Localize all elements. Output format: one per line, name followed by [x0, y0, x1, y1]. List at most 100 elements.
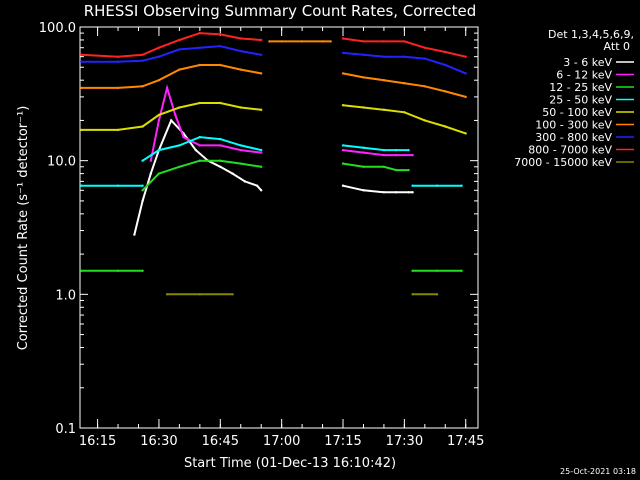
data-point: [395, 168, 398, 172]
x-tick-label: 17:00: [263, 434, 300, 449]
data-point: [444, 125, 447, 128]
data-point: [403, 55, 406, 58]
data-point: [80, 86, 83, 90]
legend-label: 800 - 7000 keV: [528, 144, 612, 157]
data-point: [141, 53, 144, 56]
series-line: [81, 102, 262, 131]
data-point: [174, 113, 177, 117]
series-line: [142, 136, 262, 162]
plot-frame: [79, 26, 479, 429]
data-point: [260, 148, 263, 152]
x-tick-label: 16:45: [202, 434, 239, 449]
data-point: [255, 184, 259, 187]
data-point: [403, 111, 406, 114]
data-point: [141, 125, 144, 128]
x-tick-label: 16:15: [79, 434, 116, 449]
data-point: [460, 184, 463, 187]
data-point: [165, 86, 169, 90]
x-tick-label: 17:45: [447, 434, 484, 449]
data-point: [464, 72, 467, 75]
data-point: [423, 57, 426, 60]
data-point: [198, 46, 201, 49]
legend-label: 7000 - 15000 keV: [514, 156, 612, 169]
data-point: [231, 172, 234, 175]
data-point: [411, 269, 414, 272]
data-point: [300, 40, 304, 43]
data-point: [165, 293, 169, 296]
data-point: [341, 72, 345, 75]
data-point: [382, 191, 386, 194]
series-line: [81, 45, 262, 63]
data-point: [219, 44, 222, 48]
data-point: [341, 148, 345, 152]
series-line: [342, 72, 466, 98]
data-point: [382, 153, 386, 157]
data-point: [411, 191, 414, 194]
series-line: [141, 159, 262, 191]
plot-axes: 0.1 1.0 10.0 100.0 16:15 16:30 16:45 17:00 17:15…: [39, 21, 485, 449]
series-line: [342, 162, 409, 172]
data-point: [141, 184, 144, 187]
data-point: [198, 101, 201, 105]
data-point: [460, 269, 463, 272]
series-line: [342, 144, 409, 152]
data-point: [341, 184, 345, 187]
data-point: [157, 148, 161, 152]
data-point: [444, 63, 447, 67]
data-point: [219, 101, 222, 105]
data-point: [243, 180, 246, 183]
legend-label: 3 - 6 keV: [563, 56, 612, 69]
series-300-800-kev: [80, 44, 467, 75]
data-point: [362, 151, 365, 154]
data-point: [341, 162, 345, 165]
x-tick-label: 16:30: [140, 434, 177, 449]
data-point: [411, 184, 414, 187]
data-point: [219, 159, 222, 162]
data-point: [116, 55, 120, 58]
data-point: [198, 63, 201, 67]
data-point: [362, 53, 365, 56]
data-point: [382, 165, 386, 168]
data-point: [444, 50, 447, 54]
data-point: [141, 59, 144, 62]
data-point: [219, 63, 222, 67]
data-point: [141, 199, 144, 203]
data-point: [362, 189, 365, 192]
data-point: [198, 159, 201, 162]
data-point: [198, 31, 201, 35]
data-point: [170, 119, 173, 122]
data-point: [382, 55, 386, 58]
y-tick-label: 10.0: [47, 155, 76, 170]
data-point: [362, 106, 365, 109]
series-layer: [80, 31, 467, 296]
data-point: [403, 82, 406, 85]
x-axis-label: Start Time (01-Dec-13 16:10:42): [184, 456, 396, 471]
legend-label: 12 - 25 keV: [549, 81, 612, 94]
legend-header-detectors: Det 1,3,4,5,6,9,: [548, 28, 634, 41]
data-point: [157, 46, 161, 49]
series-line: [342, 104, 467, 135]
series-100-300-kev: [80, 40, 467, 99]
data-point: [178, 165, 181, 168]
data-point: [157, 113, 161, 117]
data-point: [423, 119, 426, 122]
data-point: [362, 40, 365, 43]
data-point: [239, 144, 242, 147]
data-point: [239, 162, 242, 165]
data-point: [382, 40, 386, 43]
data-point: [157, 119, 161, 122]
data-point: [239, 148, 242, 152]
data-point: [341, 51, 345, 55]
data-point: [341, 144, 345, 147]
data-point: [260, 189, 263, 192]
data-point: [219, 137, 222, 141]
data-point: [219, 33, 222, 36]
series-6-12-kev: [149, 84, 414, 162]
chart-title: RHESSI Observing Summary Count Rates, Co…: [84, 2, 477, 20]
data-point: [116, 128, 120, 132]
data-point: [141, 269, 144, 272]
data-point: [141, 159, 144, 162]
x-tick-label: 17:15: [324, 434, 361, 449]
